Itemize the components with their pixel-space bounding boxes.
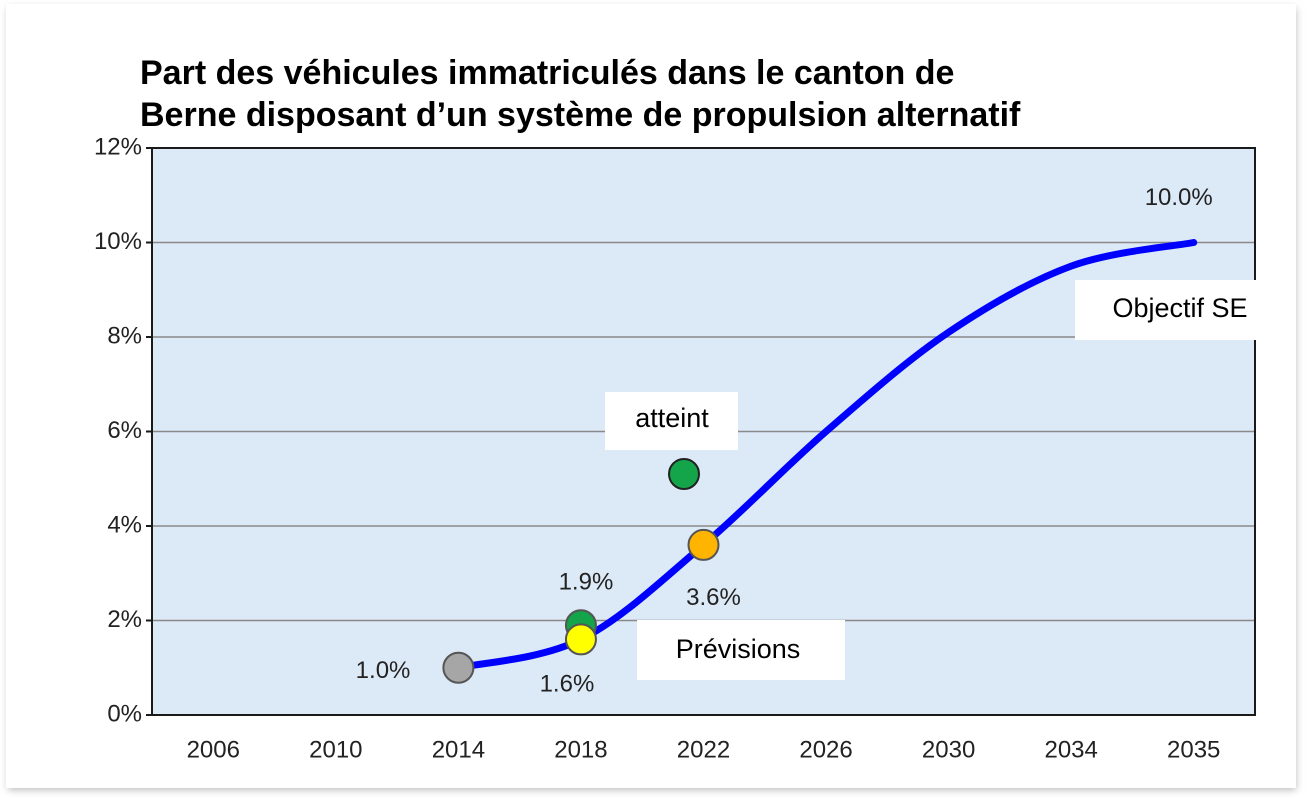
x-tick-label: 2030 xyxy=(922,736,975,763)
legend-label: atteint xyxy=(635,403,709,433)
chart-title: Berne disposant d’un système de propulsi… xyxy=(140,96,1021,134)
label-box xyxy=(637,620,845,680)
data-label: 3.6% xyxy=(686,584,741,611)
label-box xyxy=(605,392,738,450)
data-label: 1.6% xyxy=(540,671,595,698)
annotation: Objectif SE xyxy=(1112,293,1247,323)
y-tick-label: 8% xyxy=(107,322,142,349)
data-label: 10.0% xyxy=(1145,184,1213,211)
x-tick-label: 2035 xyxy=(1167,736,1220,763)
legend-marker xyxy=(668,458,700,490)
y-tick-label: 12% xyxy=(94,133,142,160)
y-tick-label: 4% xyxy=(107,511,142,538)
x-tick-label: 2006 xyxy=(187,736,240,763)
y-tick-label: 10% xyxy=(94,228,142,255)
chart-title: Part des véhicules immatriculés dans le … xyxy=(140,54,954,92)
y-tick-label: 0% xyxy=(107,700,142,727)
x-tick-label: 2018 xyxy=(554,736,607,763)
plot-border xyxy=(151,147,1256,716)
point xyxy=(564,623,597,656)
x-tick-label: 2026 xyxy=(799,736,852,763)
point xyxy=(687,528,720,561)
data-label: 1.9% xyxy=(559,569,614,596)
x-tick-label: 2010 xyxy=(309,736,362,763)
data-label: 1.0% xyxy=(356,657,411,684)
label-box xyxy=(1075,280,1285,340)
x-tick-label: 2022 xyxy=(677,736,730,763)
y-tick-label: 6% xyxy=(107,417,142,444)
point xyxy=(442,651,475,684)
x-tick-label: 2014 xyxy=(432,736,485,763)
annotation: Prévisions xyxy=(676,634,801,664)
y-tick-label: 2% xyxy=(107,606,142,633)
x-tick-label: 2034 xyxy=(1044,736,1097,763)
